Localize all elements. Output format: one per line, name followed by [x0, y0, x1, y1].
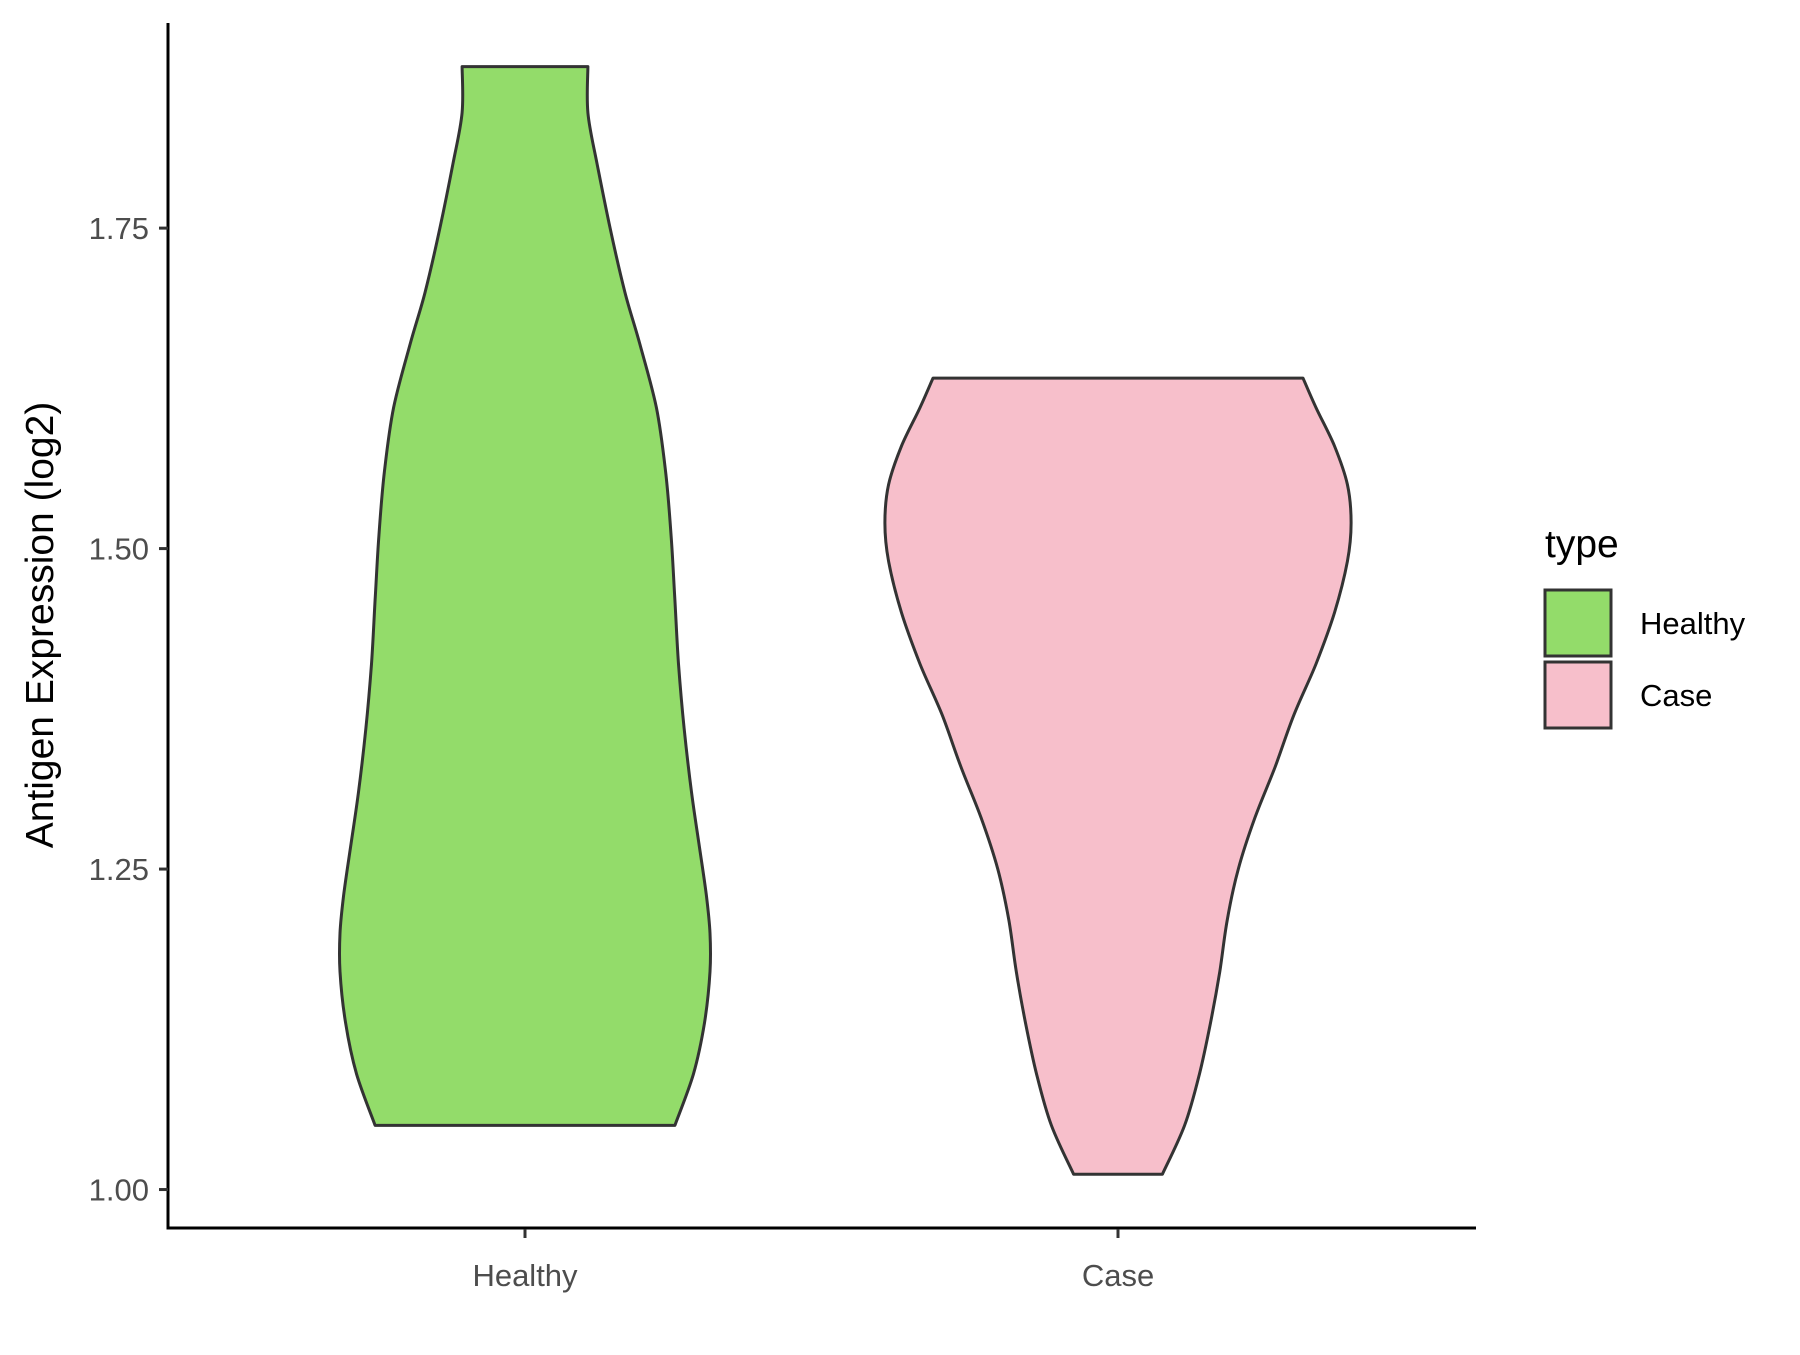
legend-key-healthy — [1543, 588, 1613, 658]
x-axis-ticks: Healthy Case — [472, 1229, 1154, 1293]
legend-label-healthy: Healthy — [1640, 606, 1746, 641]
legend: type Healthy Case — [1543, 523, 1746, 730]
legend-label-case: Case — [1640, 678, 1712, 713]
violin-healthy — [337, 65, 713, 1127]
legend-key-case — [1543, 660, 1613, 730]
legend-title: type — [1545, 523, 1619, 566]
y-tick-label: 1.50 — [89, 532, 149, 567]
plot-area — [337, 65, 1353, 1176]
y-tick-label: 1.25 — [89, 852, 149, 887]
y-axis-title: Antigen Expression (log2) — [19, 402, 62, 849]
x-tick-label: Case — [1082, 1258, 1154, 1293]
y-tick-label: 1.00 — [89, 1173, 149, 1208]
y-tick-label: 1.75 — [89, 211, 149, 246]
legend-entries: Healthy Case — [1543, 588, 1746, 730]
violin-case — [883, 376, 1353, 1176]
y-axis-ticks: 1.00 1.25 1.50 1.75 — [89, 211, 168, 1208]
x-tick-label: Healthy — [472, 1258, 578, 1293]
